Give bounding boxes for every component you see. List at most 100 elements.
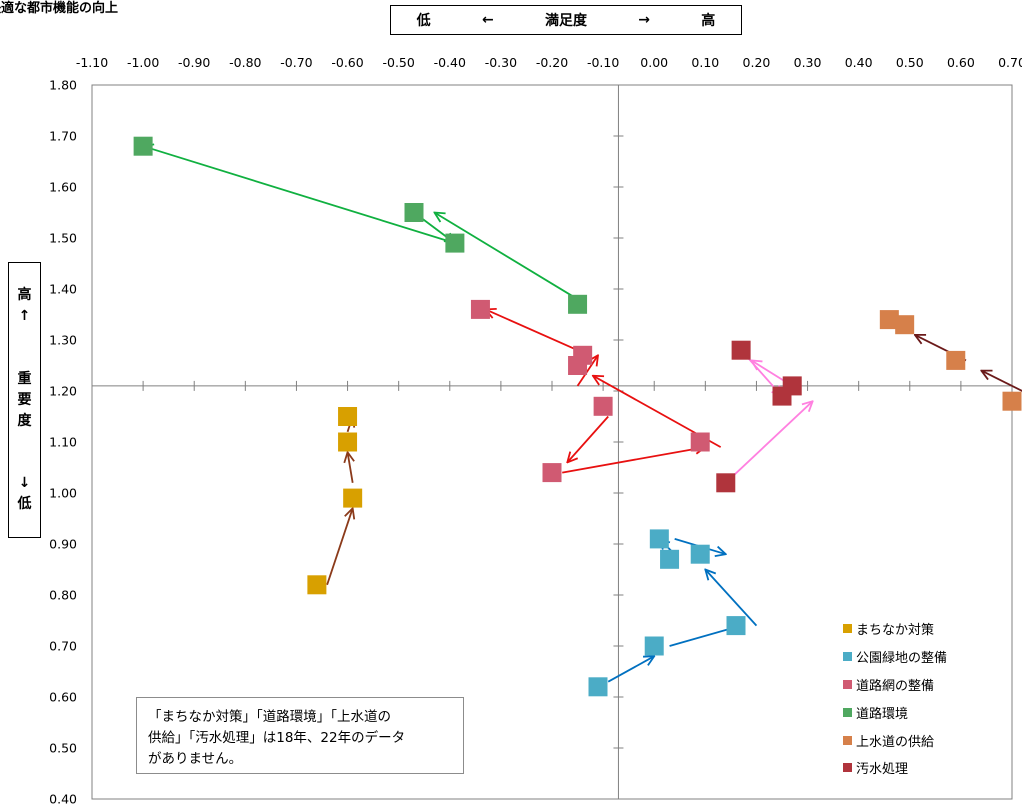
plot-area [91,84,1013,800]
y-tick-label: 1.40 [49,282,77,297]
trend-arrow [434,213,579,300]
legend-swatch [843,624,852,634]
data-point [772,386,792,406]
importance-char: 要 [17,391,32,408]
satisfaction-high: 高 [701,13,716,29]
legend-label: 汚水処理 [856,762,909,778]
y-tick-label: 1.80 [49,78,77,93]
data-point [726,616,746,636]
legend-swatch [843,763,852,773]
y-tick-label: 0.90 [49,537,77,552]
arrow-right-icon: → [638,12,650,28]
trend-arrow [486,309,578,352]
x-tick-label: -0.80 [229,55,261,70]
legend-item: 公園緑地の整備 [843,643,947,671]
data-point [404,203,424,222]
y-tick-label: 1.60 [49,180,77,195]
data-point [690,544,710,564]
legend-item: まちなか対策 [843,615,947,643]
y-tick-label: 1.10 [49,435,77,450]
data-point [133,136,153,156]
legend-item: 道路網の整備 [843,671,947,699]
trend-arrow [607,656,654,683]
legend-swatch [843,735,852,745]
legend-swatch [843,652,852,662]
importance-high: 高 [17,287,32,303]
note-box: 「まちなか対策」「道路環境」「上水道の 供給」「汚水処理」は18年、22年のデー… [136,697,464,774]
trend-arrow [326,508,353,586]
legend-label: 道路網の整備 [856,678,935,694]
importance-char: 度 [17,412,32,429]
data-point [731,340,751,360]
importance-low: 低 [17,496,32,512]
importance-label-box: 高 ↑ 重 要 度 ↓ 低 [8,262,41,538]
x-tick-label: 0.70 [998,55,1022,70]
legend-label: 道路環境 [856,706,909,722]
legend-swatch [843,707,852,717]
data-point [1002,391,1022,411]
note-line: がありません。 [148,751,243,767]
trend-arrow [576,355,598,387]
data-point [470,299,490,319]
satisfaction-label-box: 低 ← 満足度 → 高 [390,5,742,35]
x-tick-label: -0.70 [280,55,312,70]
legend-label: 上水道の供給 [856,734,935,750]
x-tick-label: -1.10 [76,55,108,70]
data-point [879,310,899,330]
x-tick-label: 0.50 [896,55,924,70]
data-point [338,432,358,452]
x-tick-label: -0.60 [331,55,363,70]
x-tick-label: -0.10 [587,55,619,70]
x-tick-label: -0.90 [178,55,210,70]
data-point [946,350,966,370]
x-tick-label: 0.20 [743,55,771,70]
data-point [338,407,358,426]
note-line: 「まちなか対策」「道路環境」「上水道の [148,709,391,725]
y-tick-label: 0.70 [49,639,77,654]
data-point [568,294,588,314]
satisfaction-low: 低 [416,13,431,29]
data-point [895,315,915,335]
data-point [690,432,710,452]
legend-swatch [843,679,852,689]
data-point [716,473,736,493]
data-point [588,677,608,697]
y-tick-label: 0.60 [49,690,77,705]
data-point [660,549,680,569]
x-tick-label: 0.00 [640,55,668,70]
page-title: 快適な都市機能の向上 [0,1,119,16]
x-tick-label: -0.20 [536,55,568,70]
y-tick-label: 1.20 [49,384,77,399]
legend-item: 汚水処理 [843,754,947,782]
y-tick-label: 0.80 [49,588,77,603]
importance-char: 重 [17,370,32,387]
y-tick-label: 0.50 [49,741,77,756]
trend-arrow [725,401,813,484]
x-tick-label: -0.40 [434,55,466,70]
legend: まちなか対策 公園緑地の整備 道路網の整備 道路環境 上水道の供給 汚水処理 [843,615,947,782]
x-tick-label: 0.10 [691,55,719,70]
y-tick-label: 0.40 [49,792,77,807]
x-tick-label: -1.00 [127,55,159,70]
trend-arrow [562,447,705,474]
data-point [445,233,465,253]
x-tick-label: -0.50 [382,55,414,70]
x-tick-label: 0.40 [845,55,873,70]
arrow-left-icon: ← [481,12,494,28]
y-tick-label: 1.00 [49,486,77,501]
satisfaction-label: 満足度 [544,13,587,29]
data-point [542,463,562,483]
arrow-up-icon: ↑ [18,308,31,324]
arrow-down-icon: ↓ [18,475,31,491]
y-tick-label: 1.30 [49,333,77,348]
y-tick-label: 1.50 [49,231,77,246]
legend-label: 公園緑地の整備 [856,651,948,667]
data-point [307,575,327,595]
legend-item: 道路環境 [843,698,947,726]
importance-label: 重 要 度 [18,369,32,432]
trend-arrow [567,415,609,463]
x-tick-label: 0.30 [794,55,822,70]
data-point [649,529,669,549]
trend-arrow [981,371,1022,392]
